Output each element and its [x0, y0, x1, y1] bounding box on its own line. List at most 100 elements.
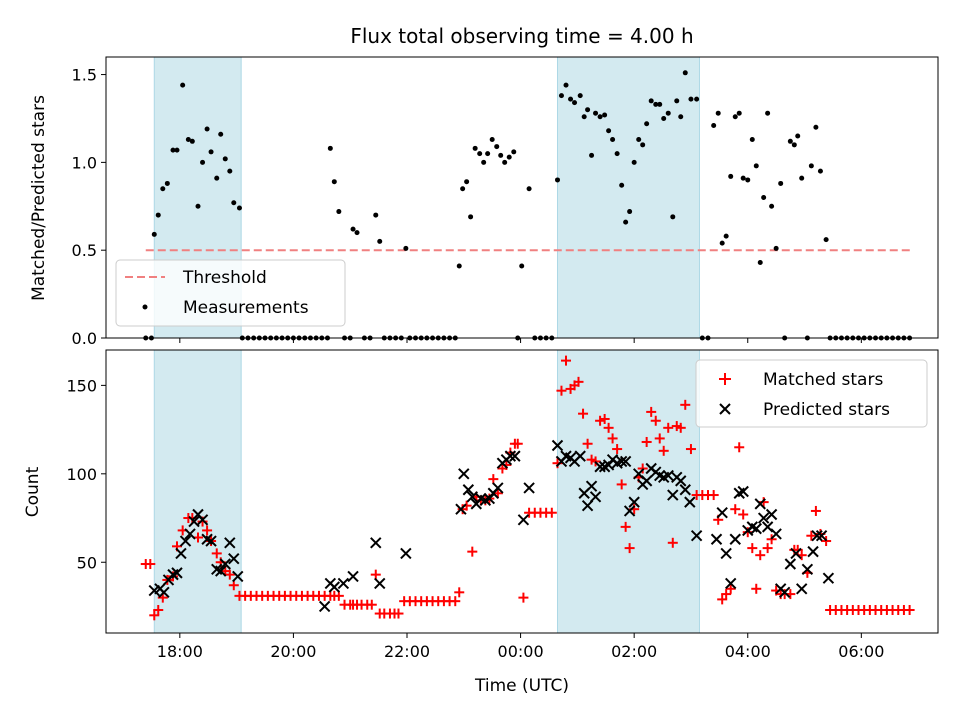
bottom-legend-box	[695, 359, 928, 428]
matched-star-marker	[675, 422, 686, 433]
predicted-star-marker	[795, 583, 808, 595]
predicted-star-stroke	[328, 581, 341, 593]
measurement-point	[653, 101, 659, 107]
predicted-star-stroke	[509, 450, 521, 462]
predicted-star-marker	[318, 600, 331, 613]
predicted-star-stroke	[205, 535, 217, 547]
x-tick-label: 20:00	[270, 642, 316, 661]
measurement-point	[155, 212, 161, 218]
measurement-point	[745, 177, 751, 183]
measurements-legend-swatch	[142, 304, 148, 310]
matched-star-marker	[518, 592, 529, 603]
measurement-point	[472, 145, 478, 151]
predicted-star-stroke	[188, 515, 200, 528]
predicted-star-marker	[179, 535, 192, 547]
measurement-point	[481, 159, 487, 165]
matched-star-marker	[546, 507, 557, 518]
predicted-star-marker	[188, 515, 200, 528]
predicted-star-stroke	[560, 450, 572, 462]
y-tick-label: 1.5	[72, 66, 97, 85]
predicted-star-marker	[737, 485, 749, 498]
measurement-point	[723, 233, 729, 239]
predicted-star-stroke	[458, 468, 470, 480]
predicted-star-marker	[815, 530, 828, 542]
top-x-ticks	[179, 338, 862, 343]
measurement-point	[597, 114, 603, 120]
matched-star-marker	[512, 438, 523, 449]
predicted-star-stroke	[790, 547, 802, 560]
measurement-point	[795, 133, 801, 139]
measurement-point	[670, 214, 676, 220]
matched-star-marker	[450, 596, 461, 607]
measurement-point	[787, 138, 793, 144]
predicted-star-stroke	[690, 530, 703, 542]
x-tick-label: 02:00	[611, 642, 657, 661]
measurement-point	[585, 107, 591, 113]
predicted-star-stroke	[175, 547, 187, 560]
predicted-star-stroke	[455, 503, 467, 515]
predicted-star-stroke	[675, 475, 687, 487]
measurement-point	[160, 186, 166, 192]
predicted-star-stroke	[374, 577, 386, 590]
predicted-star-stroke	[807, 545, 819, 558]
measurement-point	[498, 152, 504, 158]
measurement-point	[602, 112, 608, 118]
y-tick-label: 150	[66, 376, 97, 395]
predicted-star-stroke	[184, 528, 196, 540]
matched-star-marker	[646, 406, 657, 417]
predicted-star-stroke	[761, 521, 774, 533]
predicted-star-stroke	[757, 512, 770, 524]
predicted-star-marker	[224, 537, 236, 549]
matched-star-marker	[650, 415, 661, 426]
predicted-star-stroke	[581, 499, 594, 512]
predicted-star-stroke	[585, 480, 598, 492]
measurement-point	[477, 151, 483, 157]
top-panel: 0.0 0.5 1.0 1.5 Matched/Predicted stars Thr…	[29, 56, 939, 348]
matched-star-marker	[211, 548, 222, 559]
predicted-star-marker	[158, 586, 170, 599]
predicted-star-marker	[347, 570, 359, 583]
matched-star-marker	[620, 521, 631, 532]
matched-legend-label: Matched stars	[763, 370, 883, 390]
predicted-star-stroke	[370, 537, 382, 549]
predicted-star-stroke	[318, 600, 331, 613]
matched-star-marker	[725, 583, 736, 594]
predicted-star-stroke	[765, 508, 778, 521]
measurement-point	[151, 231, 157, 237]
measurement-point	[606, 128, 612, 134]
predicted-star-marker	[640, 475, 653, 487]
predicted-star-marker	[205, 535, 217, 547]
predicted-star-stroke	[737, 485, 749, 498]
predicted-star-marker	[215, 565, 227, 577]
matched-star-marker	[333, 590, 344, 601]
predicted-star-marker	[196, 514, 209, 526]
matched-star-marker	[366, 599, 377, 610]
measurement-point	[511, 149, 517, 155]
matched-star-marker	[758, 497, 769, 508]
predicted-star-stroke	[623, 505, 636, 517]
predicted-star-marker	[684, 496, 696, 508]
measurement-point	[648, 98, 654, 104]
predicted-star-marker	[504, 450, 517, 462]
matched-star-marker	[680, 399, 691, 410]
measurement-point	[494, 144, 500, 150]
predicted-star-points	[148, 439, 835, 613]
matched-star-marker	[454, 587, 465, 598]
measurement-point	[200, 159, 206, 165]
measurement-point	[354, 230, 360, 236]
predicted-star-stroke	[347, 570, 359, 583]
predicted-star-marker	[662, 469, 674, 482]
predicted-star-marker	[754, 498, 766, 510]
matched-star-marker	[145, 559, 156, 570]
matched-star-marker	[573, 376, 584, 387]
matched-star-marker	[224, 569, 235, 580]
predicted-star-marker	[623, 505, 636, 517]
matched-star-marker	[595, 415, 606, 426]
matched-star-marker	[747, 543, 758, 554]
matched-star-marker	[607, 433, 618, 444]
predicted-star-stroke	[654, 469, 666, 482]
measurement-point	[403, 245, 409, 251]
measurement-point	[593, 110, 599, 116]
predicted-star-marker	[710, 533, 723, 545]
predicted-star-marker	[466, 491, 479, 503]
